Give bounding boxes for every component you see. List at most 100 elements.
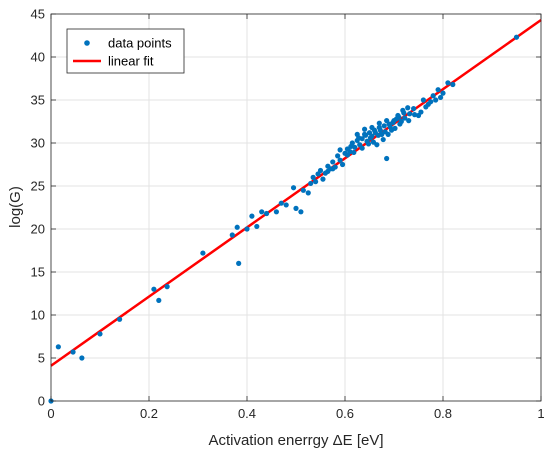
data-point [156,297,162,303]
y-tick-label: 40 [31,50,45,65]
data-point [435,87,441,93]
data-point [450,81,456,88]
data-point [365,141,372,147]
data-point [310,174,316,180]
y-axis-label: log(G) [7,186,24,228]
series-layer [48,18,542,404]
data-point [362,126,368,132]
data-point [339,161,346,168]
data-point [433,97,439,103]
legend: data points linear fit [66,28,185,74]
data-point [418,109,424,115]
data-point [369,124,375,131]
data-point [229,232,235,238]
data-point [117,316,123,322]
data-point [411,106,417,112]
data-point [420,97,426,103]
y-tick-label: 0 [38,394,45,409]
data-point [402,115,408,121]
y-tick-label: 45 [31,7,45,22]
data-point [259,209,265,215]
data-point [367,135,374,141]
data-point [234,224,240,230]
data-point [278,200,284,206]
data-point [387,124,393,130]
data-point [293,205,299,211]
y-tick-label: 35 [31,93,45,108]
x-tick-label: 0.6 [336,406,354,421]
data-point [97,331,103,337]
data-point [362,132,369,138]
data-point [79,355,85,361]
data-point [513,34,520,40]
legend-marker-data-points [84,40,90,46]
y-tick-label: 10 [31,308,45,323]
data-point [298,209,304,215]
axes-box [50,13,542,402]
y-tick-label: 5 [38,351,45,366]
y-tick-label: 30 [31,136,45,151]
data-point [264,210,270,217]
grid [50,13,542,402]
data-point [370,139,377,145]
data-point [395,112,401,119]
data-point [330,159,336,165]
data-point [352,144,358,150]
data-point [440,90,446,96]
data-point [236,260,242,266]
data-point [337,157,343,163]
data-point [249,213,255,219]
data-point [315,171,321,177]
data-point [423,104,429,110]
data-point [320,176,326,182]
data-point [385,131,391,137]
data-point [354,131,360,137]
data-point [305,190,311,196]
y-tick-label: 20 [31,222,45,237]
data-point [70,349,76,355]
data-point [330,166,336,172]
data-point [375,132,381,138]
x-tick-label: 0.2 [140,406,158,421]
linear-fit-line [50,18,542,367]
data-point [384,155,390,162]
data-point [273,209,279,215]
data-point [397,121,403,127]
data-point [381,123,387,129]
y-tick-label: 15 [31,265,45,280]
x-axis-label: Activation enerrgy ΔE [eV] [208,432,383,449]
y-tick-label: 25 [31,179,45,194]
x-tick-label: 0.4 [238,406,256,421]
data-point [411,112,418,118]
data-point [308,180,314,187]
data-point [164,284,170,290]
legend-label-data-points: data points [108,36,172,51]
x-tick-label: 1 [537,406,544,421]
legend-label-linear-fit: linear fit [108,54,154,69]
data-point [437,94,444,101]
legend-box [66,28,185,74]
data-point [351,149,357,156]
data-point [348,143,354,150]
axes [50,13,542,402]
data-point [283,202,289,208]
data-point [445,80,451,86]
x-tick-label: 0.8 [434,406,452,421]
data-point [335,153,341,159]
data-point [151,286,157,292]
data-point [384,118,390,124]
data-point [359,145,365,151]
data-point [376,120,382,126]
data-point [200,250,206,256]
x-tick-label: 0 [47,406,54,421]
data-point [390,119,396,125]
data-point [380,136,386,143]
data-point [290,185,297,191]
data-point [337,147,343,153]
data-point [428,99,434,105]
data-point [344,152,351,158]
data-point [430,93,436,99]
